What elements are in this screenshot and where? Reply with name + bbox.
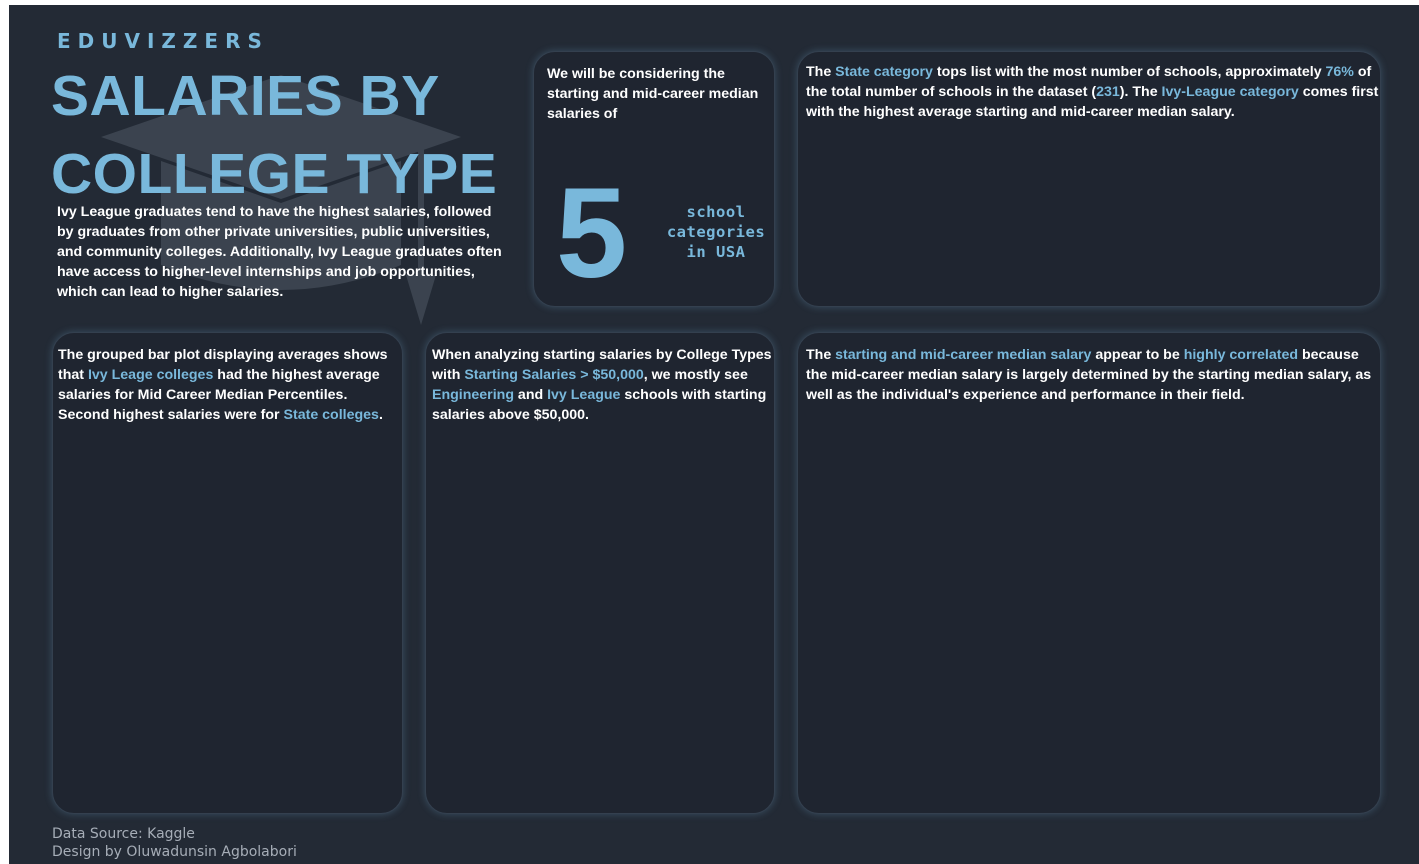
grouped-bar-plot-text: The grouped bar plot displaying averages… xyxy=(58,347,388,423)
data-source-credit: Data Source: Kaggle xyxy=(52,826,195,842)
highlight-ivy-league: Ivy League xyxy=(547,387,621,403)
design-credit: Design by Oluwadunsin Agbolabori xyxy=(52,844,297,860)
dashboard-canvas: EDUVIZZERS SALARIES BY COLLEGE TYPE Ivy … xyxy=(9,5,1419,864)
school-count-card: We will be considering the starting and … xyxy=(533,51,775,307)
starting-salaries-card: When analyzing starting salaries by Coll… xyxy=(425,332,775,814)
school-count-label-line-2: categories xyxy=(666,223,766,241)
salary-correlation-text: The starting and mid-career median salar… xyxy=(806,347,1372,403)
highlight-ivy-league-category: Ivy-League category xyxy=(1161,84,1299,100)
salary-correlation-card: The starting and mid-career median salar… xyxy=(797,332,1381,814)
school-count-label-line-3: in USA xyxy=(686,243,746,261)
state-category-card: The State category tops list with the mo… xyxy=(797,51,1381,307)
brand-name: EDUVIZZERS xyxy=(57,29,269,53)
highlight-state-category: State category xyxy=(835,64,933,80)
highlight-engineering: Engineering xyxy=(432,387,514,403)
state-category-text: The State category tops list with the mo… xyxy=(806,64,1379,120)
page-title: SALARIES BY COLLEGE TYPE xyxy=(51,57,497,213)
page-title-line-2: COLLEGE TYPE xyxy=(51,142,498,206)
school-count-label: school categories in USA xyxy=(662,202,770,262)
intro-text: Ivy League graduates tend to have the hi… xyxy=(57,204,502,300)
graduation-cap-icon xyxy=(101,75,461,325)
highlight-state-colleges: State colleges xyxy=(283,407,379,423)
highlight-highly-correlated: highly correlated xyxy=(1183,347,1299,363)
highlight-school-total: 231 xyxy=(1096,84,1120,100)
footer-credits: Data Source: Kaggle Design by Oluwadunsi… xyxy=(52,825,297,861)
starting-salaries-text: When analyzing starting salaries by Coll… xyxy=(432,347,772,423)
school-count-intro: We will be considering the starting and … xyxy=(547,66,759,122)
highlight-median-salary: starting and mid-career median salary xyxy=(835,347,1092,363)
school-count-label-line-1: school xyxy=(686,203,746,221)
highlight-starting-salaries: Starting Salaries > $50,000 xyxy=(464,367,644,383)
highlight-ivy-league-colleges: Ivy Leage colleges xyxy=(87,367,214,383)
school-count-number: 5 xyxy=(556,162,628,305)
highlight-percent: 76% xyxy=(1325,64,1354,80)
page-title-line-1: SALARIES BY xyxy=(51,64,440,128)
grouped-bar-plot-card: The grouped bar plot displaying averages… xyxy=(52,332,403,814)
